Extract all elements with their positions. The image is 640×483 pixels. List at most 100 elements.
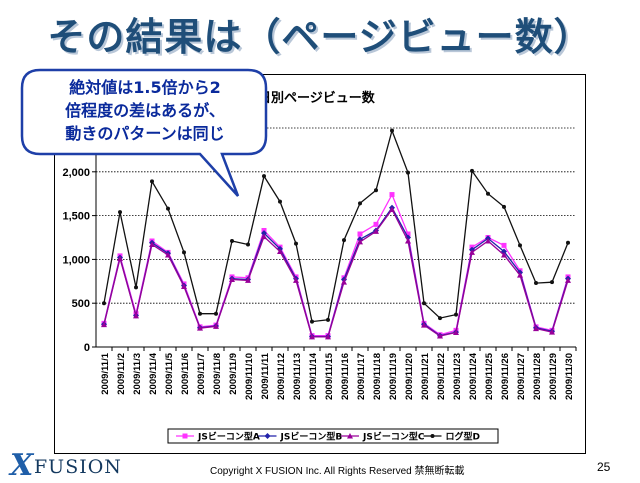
- data-point: [101, 321, 107, 328]
- x-tick-label: 2009/11/2: [116, 353, 127, 395]
- data-point: [373, 221, 379, 227]
- data-point: [421, 322, 427, 328]
- data-point: [517, 272, 523, 278]
- data-point: [246, 242, 250, 247]
- legend-marker: [347, 433, 353, 439]
- data-point: [149, 241, 155, 248]
- data-point: [165, 252, 171, 258]
- data-point: [389, 206, 395, 212]
- y-tick-label: 2,000: [62, 167, 90, 179]
- x-tick-label: 2009/11/25: [484, 352, 495, 400]
- legend-marker: [430, 434, 435, 438]
- data-point: [326, 317, 330, 322]
- x-tick-label: 2009/11/6: [180, 353, 191, 395]
- data-point: [261, 230, 267, 237]
- x-tick-label: 2009/11/24: [468, 352, 479, 400]
- x-tick-label: 2009/11/20: [404, 353, 415, 400]
- data-point: [422, 301, 426, 306]
- data-point: [118, 210, 122, 215]
- x-tick-label: 2009/11/5: [164, 352, 175, 394]
- data-point: [453, 329, 459, 336]
- x-tick-label: 2009/11/9: [228, 353, 239, 395]
- data-point: [470, 168, 474, 173]
- data-point: [117, 255, 123, 262]
- data-point: [454, 312, 458, 317]
- y-tick-label: 500: [72, 298, 90, 310]
- x-tick-label: 2009/11/16: [340, 353, 351, 400]
- data-point: [406, 170, 410, 175]
- data-point: [549, 329, 555, 335]
- legend-label: JSビーコン型A: [197, 431, 260, 443]
- x-tick-label: 2009/11/21: [420, 352, 431, 400]
- x-tick-label: 2009/11/29: [548, 353, 559, 400]
- x-tick-label: 2009/11/11: [260, 352, 271, 399]
- data-point: [550, 280, 554, 285]
- data-point: [278, 199, 282, 204]
- chart-title: 日別ページビュー数: [258, 91, 375, 106]
- data-point: [198, 311, 202, 316]
- data-point: [261, 233, 267, 240]
- data-point: [150, 179, 154, 184]
- data-point: [373, 228, 379, 234]
- x-tick-label: 2009/11/4: [148, 352, 159, 394]
- data-point: [277, 248, 283, 255]
- data-point: [102, 301, 106, 306]
- series-line-2: [103, 206, 569, 338]
- legend-marker: [182, 433, 188, 439]
- data-point: [134, 285, 138, 290]
- data-point: [389, 192, 395, 198]
- legend-marker: [264, 433, 271, 439]
- data-point: [501, 252, 507, 258]
- data-point: [485, 238, 491, 244]
- legend-label: JSビーコン型C: [362, 431, 425, 443]
- x-tick-label: 2009/11/26: [500, 353, 511, 400]
- data-point: [133, 312, 139, 319]
- data-point: [182, 250, 186, 255]
- data-point: [518, 243, 522, 248]
- data-point: [534, 281, 538, 286]
- legend-box: [167, 428, 499, 444]
- data-point: [293, 277, 299, 283]
- data-point: [405, 238, 411, 244]
- series-line-3: [103, 208, 569, 338]
- x-tick-label: 2009/11/8: [212, 353, 223, 395]
- data-point: [565, 277, 571, 283]
- data-point: [342, 238, 346, 243]
- logo-mark: X: [10, 448, 34, 483]
- x-tick-label: 2009/11/17: [356, 353, 367, 400]
- data-point: [181, 283, 187, 290]
- data-point: [469, 249, 475, 255]
- data-point: [374, 188, 378, 193]
- x-tick-label: 2009/11/3: [132, 353, 143, 395]
- x-tick-label: 2009/11/23: [452, 353, 463, 400]
- y-tick-label: 1,000: [62, 254, 90, 266]
- data-point: [501, 242, 507, 248]
- x-tick-label: 2009/11/22: [436, 353, 447, 400]
- x-tick-label: 2009/11/27: [516, 353, 527, 400]
- x-tick-label: 2009/11/7: [196, 353, 207, 395]
- data-point: [357, 231, 363, 237]
- series-line-4: [103, 128, 569, 323]
- data-point: [502, 204, 506, 209]
- data-point: [438, 316, 442, 321]
- data-point: [533, 325, 539, 332]
- data-point: [262, 174, 266, 179]
- logo-text: FUSION: [34, 456, 122, 478]
- x-tick-label: 2009/11/15: [324, 352, 335, 400]
- copyright-notice: Copyright X FUSION Inc. All Rights Reser…: [210, 466, 465, 477]
- data-point: [294, 241, 298, 246]
- data-point: [310, 319, 314, 324]
- y-tick-label: 0: [84, 342, 90, 354]
- callout-line-3: 動きのパターンは同じ: [65, 124, 225, 143]
- x-tick-label: 2009/11/19: [388, 353, 399, 400]
- callout-line-2: 倍程度の差はあるが、: [65, 101, 225, 120]
- x-tick-label: 2009/11/10: [244, 353, 255, 400]
- data-point: [213, 323, 219, 329]
- data-point: [229, 276, 235, 283]
- data-point: [325, 333, 331, 340]
- y-tick-label: 1,500: [62, 211, 90, 223]
- legend-label: ログ型D: [446, 431, 480, 443]
- data-point: [405, 231, 411, 237]
- data-point: [437, 333, 443, 339]
